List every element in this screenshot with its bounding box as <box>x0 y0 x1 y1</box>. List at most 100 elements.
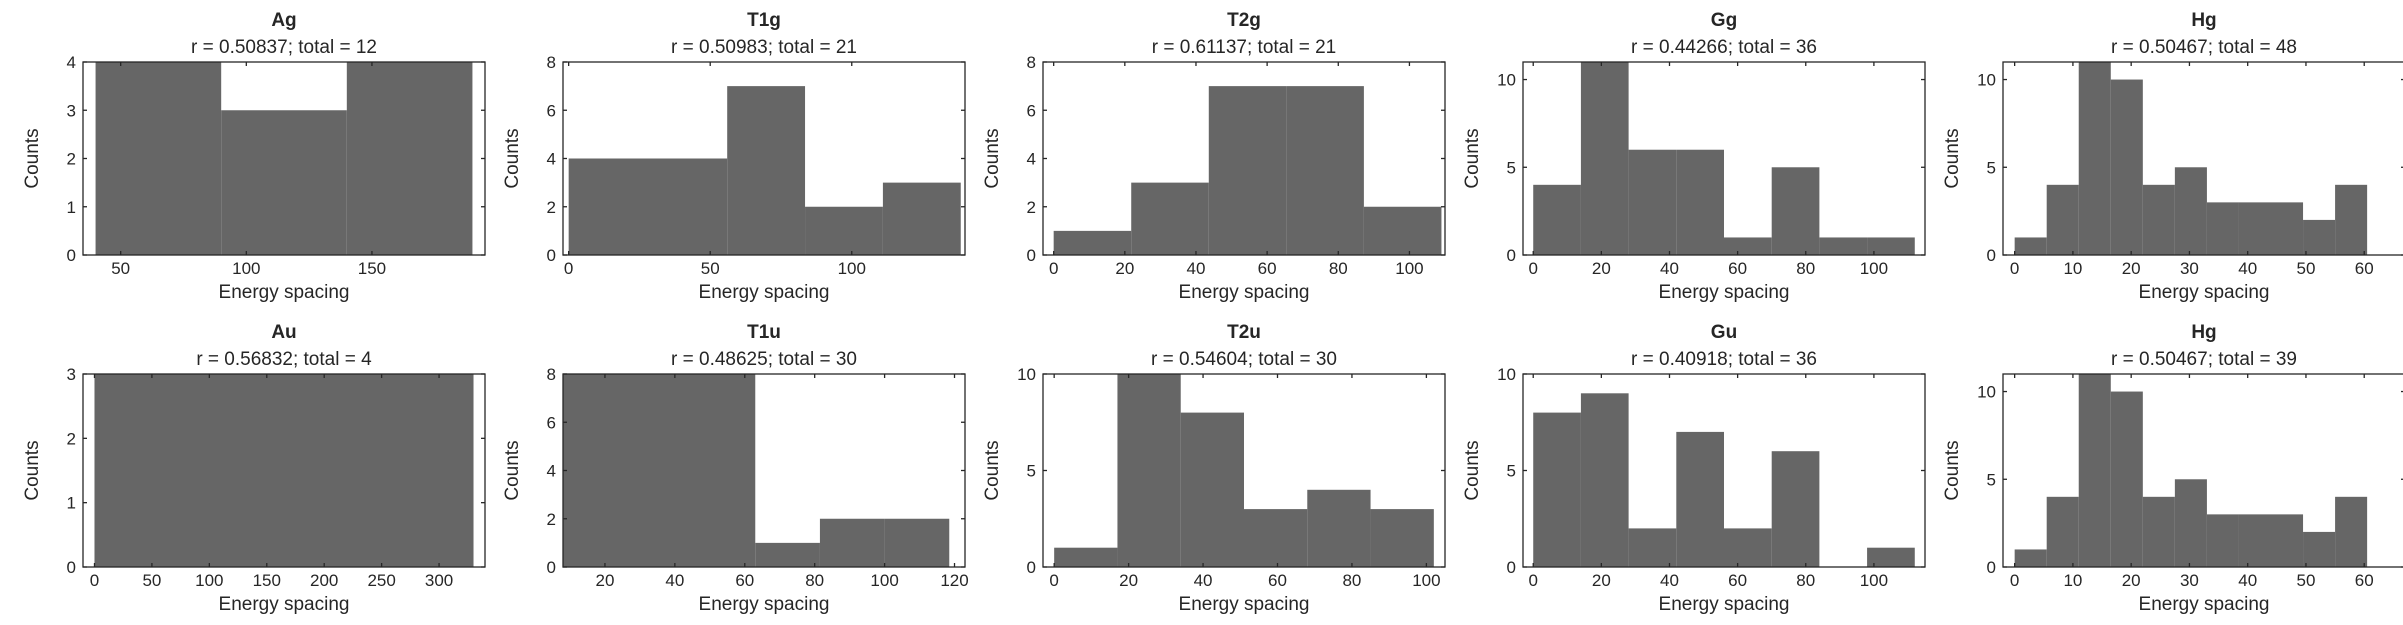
y-axis-label: Counts <box>982 440 1003 500</box>
y-tick-label: 5 <box>1507 158 1516 177</box>
histogram-panel-hg: 0 10 20 30 40 50 60 0 5 10 Hg r = 0.50467; total = … <box>1942 10 2403 303</box>
x-axis-label: Energy spacing <box>2139 594 2270 615</box>
y-axis-label: Counts <box>1942 128 1963 188</box>
histogram-bar <box>2174 479 2207 567</box>
histogram-bar <box>1286 86 1364 255</box>
chart-subtitle: r = 0.44266; total = 36 <box>1631 37 1817 58</box>
y-tick-label: 2 <box>547 198 556 217</box>
x-tick-label: 100 <box>195 571 223 590</box>
x-tick-label: 80 <box>805 571 824 590</box>
histogram-bar <box>95 62 222 255</box>
y-tick-label: 4 <box>547 462 556 481</box>
histogram-bar <box>2110 79 2143 255</box>
chart-subtitle: r = 0.48625; total = 30 <box>671 349 857 370</box>
x-tick-label: 100 <box>1860 571 1888 590</box>
x-tick-label: 300 <box>425 571 453 590</box>
chart-title: T1u <box>747 322 781 343</box>
x-axis-label: Energy spacing <box>699 594 830 615</box>
chart-subtitle: r = 0.50467; total = 48 <box>2111 37 2297 58</box>
histogram-bar <box>563 374 756 567</box>
histogram-panel-t2g: 0 20 40 60 80 100 0 2 4 6 8 T2g r = 0.61137; total =… <box>982 10 1446 303</box>
x-tick-label: 50 <box>2296 571 2315 590</box>
histogram-bar <box>2238 514 2271 567</box>
y-tick-label: 10 <box>1977 71 1996 90</box>
histogram-bar <box>2238 202 2271 255</box>
chart-title: T2u <box>1227 322 1261 343</box>
y-tick-label: 10 <box>1497 365 1516 384</box>
y-tick-label: 8 <box>1027 53 1036 72</box>
histogram-bar <box>1676 431 1724 567</box>
chart-subtitle: r = 0.40918; total = 36 <box>1631 349 1817 370</box>
y-tick-label: 4 <box>67 53 76 72</box>
histogram-bar <box>1771 451 1820 567</box>
chart-subtitle: r = 0.54604; total = 30 <box>1151 349 1337 370</box>
chart-title: Hg <box>2191 10 2216 31</box>
histogram-bar <box>2142 184 2175 255</box>
histogram-bar <box>805 206 883 255</box>
x-tick-label: 40 <box>2238 571 2257 590</box>
y-tick-label: 0 <box>1027 558 1036 577</box>
chart-title: Gg <box>1711 10 1737 31</box>
y-axis-label: Counts <box>1462 128 1483 188</box>
y-tick-label: 6 <box>1027 101 1036 120</box>
x-tick-label: 20 <box>1119 571 1138 590</box>
x-tick-label: 80 <box>1796 259 1815 278</box>
x-tick-label: 0 <box>2010 571 2019 590</box>
x-tick-label: 50 <box>701 259 720 278</box>
x-tick-label: 0 <box>1049 571 1058 590</box>
x-tick-label: 20 <box>1115 259 1134 278</box>
y-tick-label: 4 <box>547 150 556 169</box>
y-tick-label: 2 <box>1027 198 1036 217</box>
x-axis-label: Energy spacing <box>219 594 350 615</box>
x-axis-label: Energy spacing <box>2139 282 2270 303</box>
x-tick-label: 80 <box>1342 571 1361 590</box>
x-tick-label: 20 <box>1592 571 1611 590</box>
histogram-bar <box>568 158 728 255</box>
x-tick-label: 0 <box>2010 259 2019 278</box>
y-tick-label: 0 <box>1987 558 1996 577</box>
chart-subtitle: r = 0.50837; total = 12 <box>191 37 377 58</box>
y-axis-label: Counts <box>1942 440 1963 500</box>
histogram-bar <box>2078 62 2111 255</box>
histogram-bar <box>1724 528 1772 567</box>
y-tick-label: 8 <box>547 365 556 384</box>
histogram-bar <box>346 62 473 255</box>
chart-title: Gu <box>1711 322 1737 343</box>
histogram-bar <box>94 374 474 567</box>
histogram-bar <box>1867 237 1915 255</box>
histogram-panel-au: 0 50 100 150 200 250 300 0 1 2 3 Au r = 0.56832; tot… <box>22 322 486 615</box>
y-axis-label: Counts <box>982 128 1003 188</box>
x-tick-label: 40 <box>2238 259 2257 278</box>
axes-frame <box>2002 61 2403 256</box>
chart-subtitle: r = 0.50467; total = 39 <box>2111 349 2297 370</box>
histogram-panel-t1g: 0 50 100 0 2 4 6 8 T1g r = 0.50983; total = 21 Ene… <box>502 10 966 303</box>
histogram-panel-ag: 50 100 150 0 1 2 3 4 Ag r = 0.50837; total = 12 En… <box>22 10 486 303</box>
histogram-bar <box>1724 237 1772 255</box>
x-tick-label: 30 <box>2180 571 2199 590</box>
y-tick-label: 0 <box>1507 246 1516 265</box>
histogram-bar <box>1117 374 1181 567</box>
histogram-bar <box>2174 167 2207 255</box>
x-tick-label: 60 <box>1268 571 1287 590</box>
y-tick-label: 2 <box>67 150 76 169</box>
histogram-bar <box>2206 514 2239 567</box>
y-tick-label: 0 <box>67 558 76 577</box>
chart-title: T1g <box>747 10 781 31</box>
histogram-bar <box>2142 496 2175 567</box>
x-tick-label: 60 <box>2355 571 2374 590</box>
histogram-bar <box>1628 149 1677 255</box>
y-tick-label: 1 <box>67 198 76 217</box>
x-tick-label: 60 <box>1728 259 1747 278</box>
histogram-bar <box>1533 184 1581 255</box>
histogram-bar <box>221 110 347 255</box>
histogram-bar <box>2078 374 2111 567</box>
x-tick-label: 30 <box>2180 259 2199 278</box>
histogram-bar <box>727 86 806 255</box>
histogram-bar <box>884 518 950 567</box>
histogram-bar <box>1370 509 1434 567</box>
x-tick-label: 60 <box>1728 571 1747 590</box>
x-tick-label: 120 <box>940 571 968 590</box>
x-tick-label: 0 <box>1049 259 1058 278</box>
histogram-bar <box>1363 206 1442 255</box>
y-tick-label: 1 <box>67 494 76 513</box>
